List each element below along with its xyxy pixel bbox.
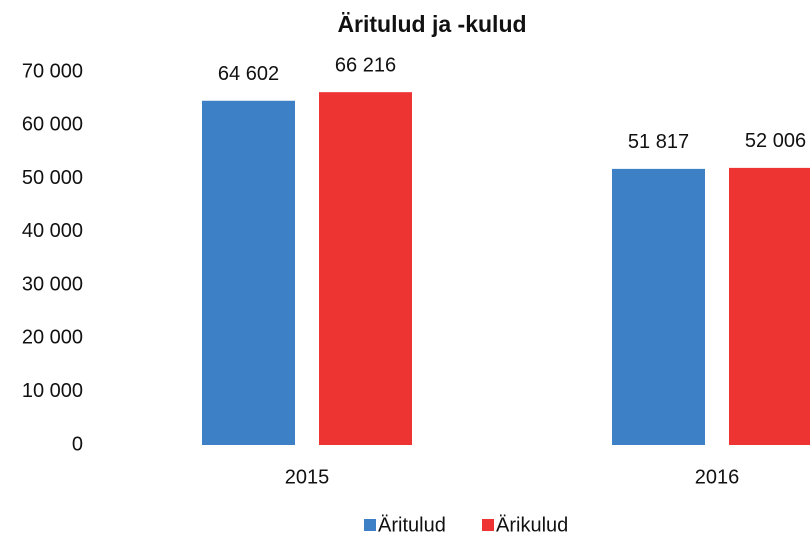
bar xyxy=(202,100,295,446)
legend-swatch xyxy=(482,519,494,531)
y-tick-label: 60 000 xyxy=(22,114,83,136)
value-label: 51 817 xyxy=(628,131,689,153)
bar xyxy=(729,167,810,445)
value-label: 64 602 xyxy=(218,63,279,85)
y-tick-label: 50 000 xyxy=(22,167,83,189)
y-tick-label: 30 000 xyxy=(22,273,83,295)
chart-title: Äritulud ja -kulud xyxy=(337,11,526,37)
y-tick-label: 70 000 xyxy=(22,60,83,82)
y-tick-label: 10 000 xyxy=(22,380,83,402)
bar xyxy=(319,92,412,445)
bar xyxy=(612,168,705,446)
x-tick-label: 2015 xyxy=(285,466,330,488)
y-tick-label: 20 000 xyxy=(22,327,83,349)
value-label: 52 006 xyxy=(745,130,806,152)
legend-swatch xyxy=(364,519,376,531)
value-label: 66 216 xyxy=(335,54,396,76)
legend-label: Ärikulud xyxy=(496,514,568,536)
legend-label: Äritulud xyxy=(378,514,446,536)
y-tick-label: 0 xyxy=(72,433,83,455)
y-tick-label: 40 000 xyxy=(22,220,83,242)
x-tick-label: 2016 xyxy=(695,466,740,488)
